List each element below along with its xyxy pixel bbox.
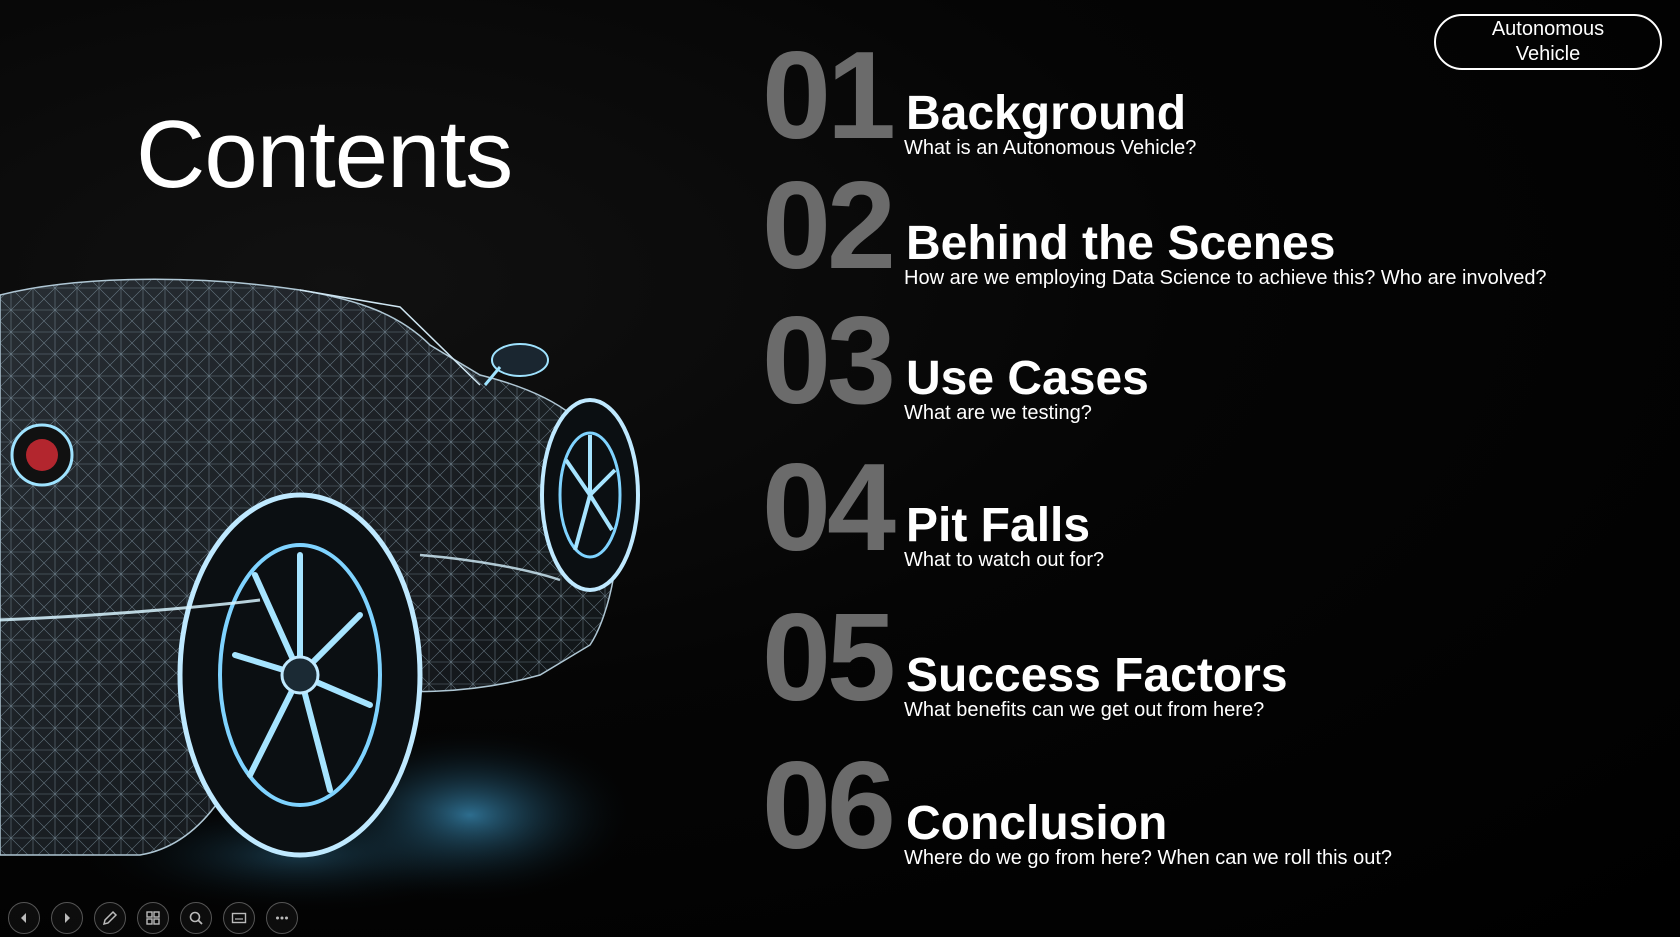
next-slide-button[interactable] (51, 902, 83, 934)
agenda-item-number: 06 (762, 737, 896, 875)
wireframe-car-image (0, 278, 640, 915)
agenda-item-subtitle: What benefits can we get out from here? (904, 699, 1265, 721)
slide-grid-icon (146, 911, 160, 925)
previous-slide-button[interactable] (8, 902, 40, 934)
agenda-item-title: Use Cases (906, 352, 1149, 405)
previous-slide-icon (21, 913, 26, 923)
subtitles-icon (231, 912, 247, 924)
slideshow-toolbar (8, 902, 298, 934)
pen-icon (102, 910, 118, 926)
zoom-button[interactable] (180, 902, 212, 934)
agenda-item-background: 01 Background What is an Autonomous Vehi… (762, 34, 1642, 158)
agenda-item-number: 05 (762, 589, 896, 727)
agenda-item-number: 04 (762, 439, 896, 577)
agenda-item-subtitle: What is an Autonomous Vehicle? (904, 137, 1197, 159)
agenda-item-conclusion: 06 Conclusion Where do we go from here? … (762, 744, 1642, 868)
subtitles-button[interactable] (223, 902, 255, 934)
agenda-item-title: Success Factors (906, 649, 1288, 702)
agenda-item-subtitle: What are we testing? (904, 402, 1092, 424)
agenda-item-title: Conclusion (906, 797, 1168, 850)
agenda-item-subtitle: How are we employing Data Science to ach… (904, 267, 1547, 289)
agenda-item-number: 02 (762, 157, 896, 295)
agenda-item-subtitle: Where do we go from here? When can we ro… (904, 847, 1393, 869)
agenda-item-number: 03 (762, 292, 896, 430)
topic-badge: Autonomous Vehicle (1434, 14, 1662, 70)
zoom-icon (189, 911, 203, 925)
agenda-item-title: Behind the Scenes (906, 217, 1336, 270)
agenda-item-subtitle: What to watch out for? (904, 549, 1105, 571)
agenda-item-title: Background (906, 87, 1187, 140)
pen-button[interactable] (94, 902, 126, 934)
agenda-item-title: Pit Falls (906, 499, 1091, 552)
agenda-item-use-cases: 03 Use Cases What are we testing? (762, 299, 1642, 423)
next-slide-icon (65, 913, 70, 923)
more-options-button[interactable] (266, 902, 298, 934)
see-all-slides-button[interactable] (137, 902, 169, 934)
agenda-item-behind-the-scenes: 02 Behind the Scenes How are we employin… (762, 164, 1642, 288)
more-options-icon (276, 916, 288, 920)
topic-badge-label: Autonomous Vehicle (1491, 18, 1605, 65)
agenda-item-pit-falls: 04 Pit Falls What to watch out for? (762, 446, 1642, 570)
agenda-item-number: 01 (762, 27, 896, 165)
agenda-item-success-factors: 05 Success Factors What benefits can we … (762, 596, 1642, 720)
slide-title: Contents (136, 101, 513, 208)
